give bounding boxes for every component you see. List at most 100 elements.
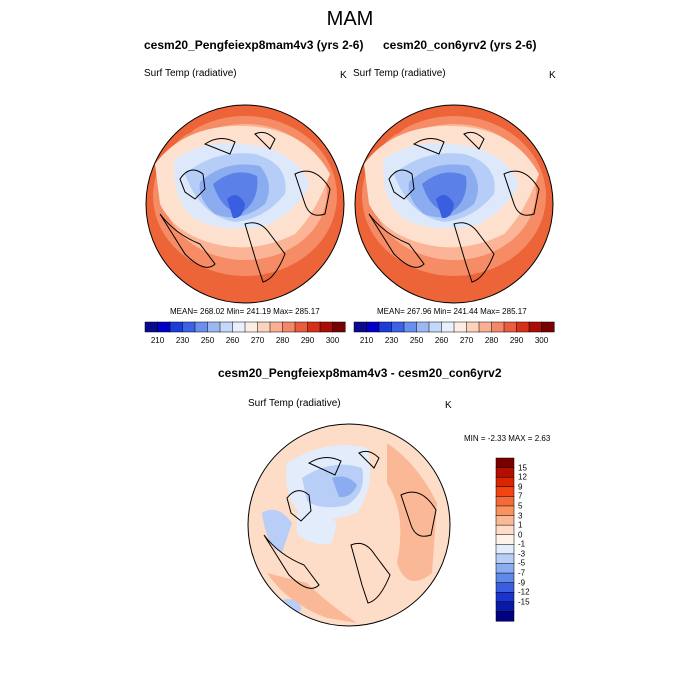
diff-colorbar-swatch — [495, 563, 515, 574]
colorbar-swatch — [169, 321, 184, 333]
colorbar-swatch — [307, 321, 321, 333]
panel-2-colorbar — [353, 321, 555, 333]
panel-1-variable-label: Surf Temp (radiative) — [144, 68, 237, 79]
colorbar-swatch — [194, 321, 209, 333]
colorbar-swatch — [528, 321, 543, 333]
colorbar-tick-label: 260 — [434, 336, 449, 345]
colorbar-swatch — [207, 321, 221, 333]
diff-panel-title: cesm20_Pengfeiexp8mam4v3 - cesm20_con6yr… — [218, 366, 502, 380]
colorbar-swatch — [441, 321, 455, 333]
diff-colorbar-tick-label: -15 — [518, 597, 530, 607]
diff-colorbar-tick-label: 12 — [518, 472, 527, 482]
diff-colorbar-swatch — [495, 496, 515, 507]
colorbar-tick-label: 300 — [534, 336, 549, 345]
panel-2-stats: MEAN= 267.96 Min= 241.44 Max= 285.17 — [377, 307, 527, 316]
colorbar-swatch — [244, 321, 259, 333]
colorbar-swatch — [403, 321, 418, 333]
panel-1-colorbar-ticks: 210 230 250 260 270 280 290 300 — [145, 336, 345, 348]
colorbar-tick-label: 230 — [175, 336, 190, 345]
diff-colorbar-tick-label: 15 — [518, 463, 527, 473]
colorbar-swatch — [366, 321, 380, 333]
colorbar-swatch — [391, 321, 405, 333]
colorbar-swatch — [466, 321, 480, 333]
colorbar-swatch — [269, 321, 284, 333]
diff-colorbar-swatch — [495, 572, 515, 584]
diff-colorbar-swatch — [495, 476, 515, 488]
colorbar-tick-label: 270 — [459, 336, 474, 345]
diff-panel-units-label: K — [445, 400, 452, 411]
panel-1-stats: MEAN= 268.02 Min= 241.19 Max= 285.17 — [170, 307, 320, 316]
main-title: MAM — [326, 8, 374, 30]
diff-colorbar-swatch — [495, 467, 515, 478]
diff-colorbar-swatch — [495, 582, 515, 593]
diff-colorbar-swatch — [495, 505, 515, 517]
colorbar-swatch — [491, 321, 505, 333]
diff-colorbar — [495, 457, 515, 622]
colorbar-tick-label: 260 — [225, 336, 240, 345]
diff-colorbar-tick-label: -12 — [518, 587, 530, 597]
panel-1-title: cesm20_Pengfeiexp8mam4v3 (yrs 2-6) — [144, 38, 364, 52]
colorbar-swatch — [353, 321, 368, 333]
diff-colorbar-tick-label: -3 — [518, 549, 526, 559]
colorbar-swatch — [144, 321, 159, 333]
diff-colorbar-tick-label: 0 — [518, 530, 523, 540]
panel-1-units-label: K — [340, 70, 347, 81]
diff-colorbar-swatch — [495, 534, 515, 545]
colorbar-swatch — [541, 321, 555, 333]
colorbar-tick-label: 280 — [484, 336, 499, 345]
colorbar-swatch — [416, 321, 430, 333]
colorbar-swatch — [182, 321, 196, 333]
diff-panel-stats: MIN = -2.33 MAX = 2.63 — [464, 434, 551, 443]
panel-2-polar-map — [354, 104, 554, 304]
colorbar-swatch — [257, 321, 271, 333]
colorbar-swatch — [319, 321, 334, 333]
diff-colorbar-swatch — [495, 601, 515, 612]
colorbar-tick-label: 270 — [250, 336, 265, 345]
diff-colorbar-swatch — [495, 553, 515, 565]
panel-2-colorbar-ticks: 210 230 250 260 270 280 290 300 — [354, 336, 554, 348]
colorbar-swatch — [219, 321, 234, 333]
colorbar-swatch — [232, 321, 246, 333]
diff-colorbar-tick-label: 9 — [518, 482, 523, 492]
diff-colorbar-swatch — [495, 611, 515, 622]
diff-colorbar-tick-label: 7 — [518, 491, 523, 501]
colorbar-swatch — [294, 321, 309, 333]
colorbar-swatch — [503, 321, 518, 333]
colorbar-swatch — [157, 321, 171, 333]
panel-2-title: cesm20_con6yrv2 (yrs 2-6) — [383, 38, 537, 52]
colorbar-swatch — [428, 321, 443, 333]
panel-1-polar-map — [145, 104, 345, 304]
diff-colorbar-tick-label: -7 — [518, 568, 526, 578]
diff-colorbar-swatch — [495, 544, 515, 555]
colorbar-swatch — [516, 321, 530, 333]
diff-colorbar-swatch — [495, 524, 515, 536]
colorbar-swatch — [282, 321, 296, 333]
colorbar-tick-label: 290 — [509, 336, 524, 345]
diff-colorbar-tick-label: -9 — [518, 578, 526, 588]
colorbar-tick-label: 250 — [200, 336, 215, 345]
diff-polar-map — [247, 423, 451, 627]
diff-colorbar-swatch — [495, 591, 515, 603]
colorbar-tick-label: 210 — [150, 336, 165, 345]
colorbar-tick-label: 300 — [325, 336, 340, 345]
diff-colorbar-tick-label: -5 — [518, 558, 526, 568]
panel-2-variable-label: Surf Temp (radiative) — [353, 68, 446, 79]
colorbar-swatch — [453, 321, 468, 333]
panel-2-units-label: K — [549, 70, 556, 81]
colorbar-tick-label: 290 — [300, 336, 315, 345]
diff-colorbar-tick-label: 1 — [518, 520, 523, 530]
colorbar-swatch — [378, 321, 393, 333]
diff-colorbar-tick-label: 5 — [518, 501, 523, 511]
colorbar-swatch — [478, 321, 493, 333]
colorbar-tick-label: 280 — [275, 336, 290, 345]
diff-colorbar-ticks: 15 12 9 7 5 3 1 0 -1 -3 -5 -7 -9 -12 -15 — [518, 458, 558, 621]
diff-colorbar-tick-label: -1 — [518, 539, 526, 549]
colorbar-swatch — [332, 321, 346, 333]
diff-colorbar-swatch — [495, 486, 515, 497]
colorbar-tick-label: 230 — [384, 336, 399, 345]
diff-colorbar-tick-label: 3 — [518, 511, 523, 521]
colorbar-tick-label: 250 — [409, 336, 424, 345]
diff-panel-variable-label: Surf Temp (radiative) — [248, 398, 341, 409]
panel-1-colorbar — [144, 321, 346, 333]
diff-colorbar-swatch — [495, 457, 515, 469]
